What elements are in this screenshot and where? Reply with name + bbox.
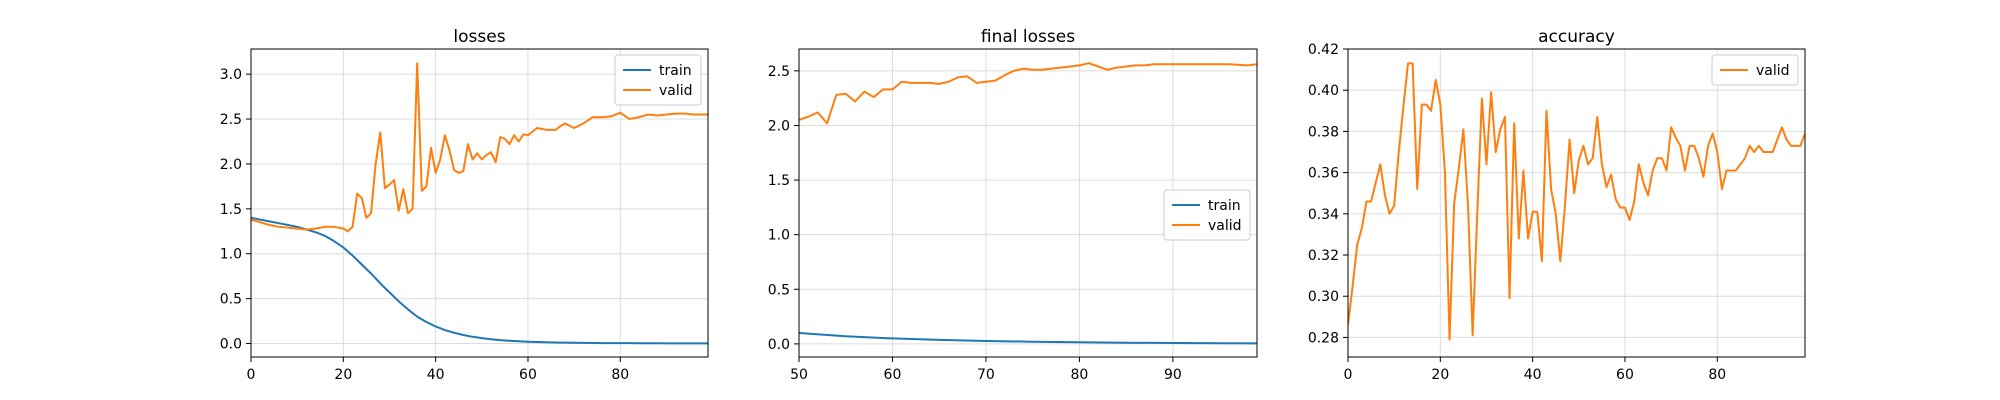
x-tick-label-0-0: 0 — [247, 367, 256, 383]
y-tick-label-0-4: 2.0 — [220, 157, 242, 173]
legend-box-1 — [1163, 189, 1251, 241]
legend-2: valid — [1711, 54, 1799, 86]
x-tick-label-0-1: 20 — [334, 367, 352, 383]
legend-box-0 — [614, 54, 702, 106]
x-tick-label-2-1: 20 — [1431, 367, 1449, 383]
y-tick-label-1-1: 0.5 — [768, 282, 790, 298]
legend-label-train-0: train — [659, 63, 692, 79]
y-tick-label-1-4: 2.0 — [768, 118, 790, 134]
legend-1: train valid — [1163, 189, 1251, 241]
x-tick-label-1-1: 60 — [884, 367, 902, 383]
y-tick-label-2-6: 0.40 — [1308, 83, 1339, 99]
legend-box-2 — [1711, 54, 1799, 86]
chart-panel-2: 0 20 40 60 80 0.28 0.30 0.32 0.34 0.36 0.38 0.40 0.4… — [1308, 27, 1806, 383]
x-tick-label-1-3: 80 — [1070, 367, 1088, 383]
legend-label-valid-0: valid — [659, 83, 693, 99]
legend-label-train-1: train — [1208, 198, 1241, 214]
y-tick-label-2-3: 0.34 — [1308, 207, 1339, 223]
y-tick-label-2-4: 0.36 — [1308, 166, 1339, 182]
y-tick-label-1-5: 2.5 — [768, 64, 790, 80]
y-tick-label-0-6: 3.0 — [220, 67, 242, 83]
chart-panel-0: 0 20 40 60 80 0.0 0.5 1.0 1.5 2.0 2.5 3.0 losses trai… — [220, 27, 709, 383]
y-tick-label-1-0: 0.0 — [768, 337, 790, 353]
plot-frame-1 — [798, 48, 1258, 358]
y-tick-label-0-5: 2.5 — [220, 112, 242, 128]
x-tick-label-1-4: 90 — [1164, 367, 1182, 383]
y-tick-label-1-2: 1.0 — [768, 228, 790, 244]
chart-title-2: accuracy — [1538, 27, 1615, 47]
x-tick-label-2-4: 80 — [1708, 367, 1726, 383]
series-line-valid-0 — [251, 62, 708, 233]
series-line-valid-2 — [1348, 62, 1805, 341]
x-tick-label-2-2: 40 — [1524, 367, 1542, 383]
x-tick-label-2-0: 0 — [1344, 367, 1353, 383]
series-line-valid-1 — [799, 62, 1257, 125]
legend-label-valid-1: valid — [1208, 218, 1242, 234]
legend-label-valid-2: valid — [1756, 63, 1790, 79]
x-tick-label-1-0: 50 — [790, 367, 808, 383]
y-tick-label-2-2: 0.32 — [1308, 248, 1339, 264]
legend-0: train valid — [614, 54, 702, 106]
y-tick-label-2-7: 0.42 — [1308, 42, 1339, 58]
y-tick-label-2-5: 0.38 — [1308, 124, 1339, 140]
x-tick-label-1-2: 70 — [977, 367, 995, 383]
y-tick-label-0-3: 1.5 — [220, 202, 242, 218]
y-tick-label-0-2: 1.0 — [220, 247, 242, 263]
y-tick-label-0-1: 0.5 — [220, 292, 242, 308]
plot-frame-0 — [250, 48, 709, 358]
x-tick-label-0-3: 60 — [519, 367, 537, 383]
chart-title-1: final losses — [981, 27, 1075, 47]
y-tick-label-1-3: 1.5 — [768, 173, 790, 189]
x-tick-label-0-4: 80 — [611, 367, 629, 383]
series-line-train-0 — [251, 216, 708, 345]
chart-title-0: losses — [453, 27, 505, 47]
plot-frame-2 — [1347, 48, 1806, 358]
x-tick-label-2-3: 60 — [1616, 367, 1634, 383]
y-tick-label-2-1: 0.30 — [1308, 289, 1339, 305]
series-line-train-1 — [799, 331, 1257, 345]
x-tick-label-0-2: 40 — [427, 367, 445, 383]
chart-panel-1: 50 60 70 80 90 0.0 0.5 1.0 1.5 2.0 2.5 final losses… — [768, 27, 1258, 383]
y-tick-label-0-0: 0.0 — [220, 337, 242, 353]
y-tick-label-2-0: 0.28 — [1308, 330, 1339, 346]
